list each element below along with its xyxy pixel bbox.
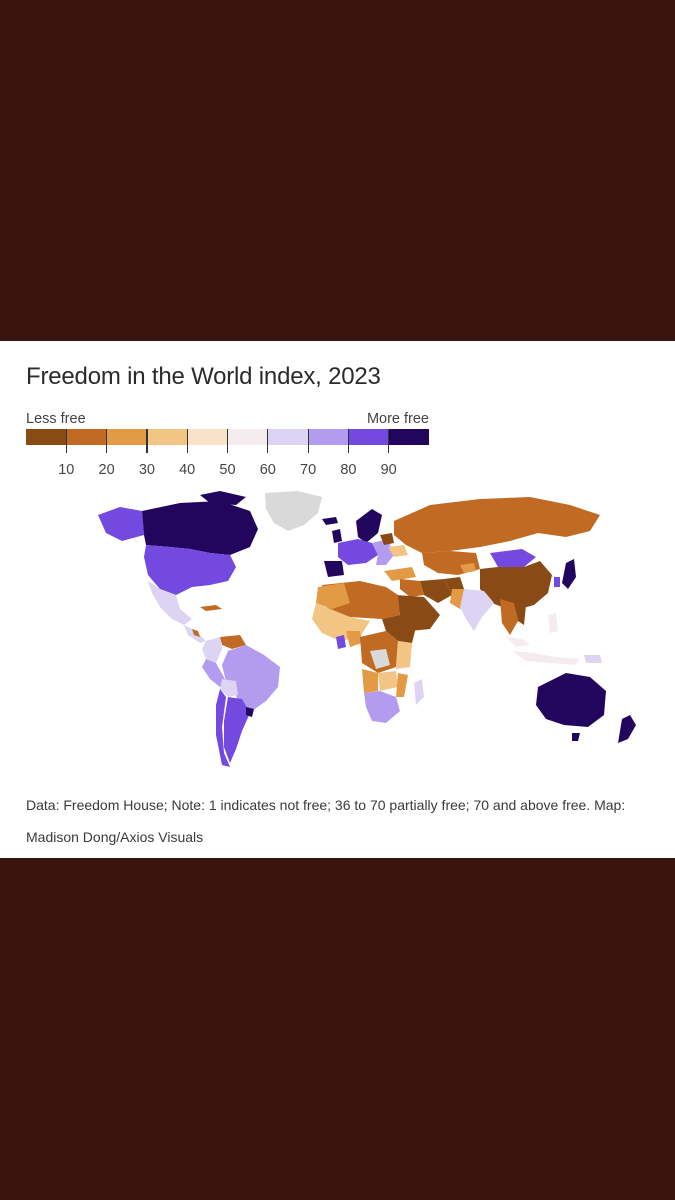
legend-tick-70 (307, 429, 309, 453)
region-tasmania (572, 733, 580, 741)
legend-tick-label-10: 10 (58, 462, 75, 478)
region-uk (332, 529, 342, 543)
legend-tick-90 (388, 429, 390, 453)
region-nigeria (346, 631, 362, 647)
world-map (98, 491, 636, 767)
legend-tick-label-30: 30 (138, 462, 155, 478)
legend-swatch-9 (388, 429, 429, 445)
region-bolivia (220, 679, 238, 697)
legend-swatch-8 (348, 429, 389, 445)
region-morocco-algeria (316, 583, 350, 609)
region-japan (562, 559, 576, 589)
legend-tick-20 (106, 429, 108, 453)
legend-tick-50 (226, 429, 229, 453)
legend-tick-label-70: 70 (300, 462, 317, 478)
legend-tick-30 (146, 429, 148, 453)
region-myanmar-thailand (500, 599, 518, 635)
region-colombia (202, 637, 222, 663)
legend-swatch-0 (26, 429, 67, 445)
region-south-korea (554, 577, 560, 587)
source-note: Data: Freedom House; Note: 1 indicates n… (26, 797, 626, 845)
region-canada (142, 501, 258, 555)
map-title: Freedom in the World index, 2023 (26, 363, 381, 390)
region-ghana (336, 635, 346, 649)
region-western-europe (338, 539, 378, 565)
region-australia (536, 673, 606, 727)
legend-tick-label-20: 20 (98, 462, 115, 478)
legend-swatch-5 (227, 429, 268, 445)
legend-tick-80 (347, 429, 350, 453)
region-southern-africa (364, 691, 400, 723)
region-china (480, 561, 552, 611)
legend-swatch-4 (187, 429, 228, 445)
region-chile (216, 689, 230, 767)
region-zambia (378, 671, 398, 691)
region-belarus (380, 533, 394, 545)
legend-tick-label-80: 80 (340, 462, 357, 478)
legend-swatch-3 (146, 429, 188, 445)
region-argentina (224, 697, 250, 763)
region-greenland (265, 491, 322, 531)
region-madagascar (414, 679, 424, 705)
region-indonesia (512, 651, 580, 665)
region-turkey (384, 567, 416, 581)
region-scandinavia (356, 509, 382, 543)
region-uruguay (246, 707, 254, 717)
color-scale-ticks (26, 429, 429, 455)
region-brazil (222, 645, 280, 713)
region-russia (394, 497, 600, 553)
region-peru (202, 659, 226, 687)
region-horn-africa (382, 615, 416, 643)
legend-tick-label-50: 50 (219, 462, 236, 478)
region-iran (420, 579, 452, 603)
region-iraq-syria (400, 579, 424, 597)
legend-less-free-label: Less free (26, 411, 86, 427)
region-philippines (548, 613, 558, 633)
region-drc (370, 649, 390, 669)
legend-tick-label-90: 90 (380, 462, 397, 478)
region-eastern-europe (372, 539, 394, 565)
legend-swatch-7 (308, 429, 349, 445)
region-usa (144, 545, 236, 595)
map-card: Freedom in the World index, 2023 Less fr… (0, 341, 675, 858)
legend-tick-label-40: 40 (179, 462, 196, 478)
region-iceland (322, 517, 338, 525)
region-alaska (98, 507, 144, 541)
legend-tick-10 (65, 429, 67, 453)
legend-swatch-2 (106, 429, 147, 445)
region-new-zealand (618, 715, 636, 743)
region-angola (362, 669, 378, 693)
region-mongolia (490, 549, 536, 567)
legend-swatch-1 (66, 429, 107, 445)
color-scale-bar (26, 429, 429, 445)
region-malaysia (506, 637, 530, 647)
region-png (584, 655, 602, 663)
region-mexico (148, 581, 192, 625)
region-east-africa (396, 641, 412, 669)
region-nicaragua (192, 629, 200, 637)
region-arctic-islands (200, 491, 246, 505)
legend-swatch-6 (267, 429, 309, 445)
region-cuba (200, 605, 222, 611)
legend-tick-40 (186, 429, 188, 453)
region-india (460, 589, 494, 631)
region-iberia (324, 561, 344, 577)
region-vietnam-laos (514, 603, 526, 625)
region-ukraine (388, 545, 408, 557)
region-kyrgyzstan (460, 563, 476, 573)
legend-more-free-label: More free (366, 411, 429, 427)
region-mozambique (396, 673, 408, 697)
legend-tick-60 (267, 429, 269, 453)
region-venezuela (220, 635, 246, 649)
legend-tick-label-60: 60 (259, 462, 276, 478)
